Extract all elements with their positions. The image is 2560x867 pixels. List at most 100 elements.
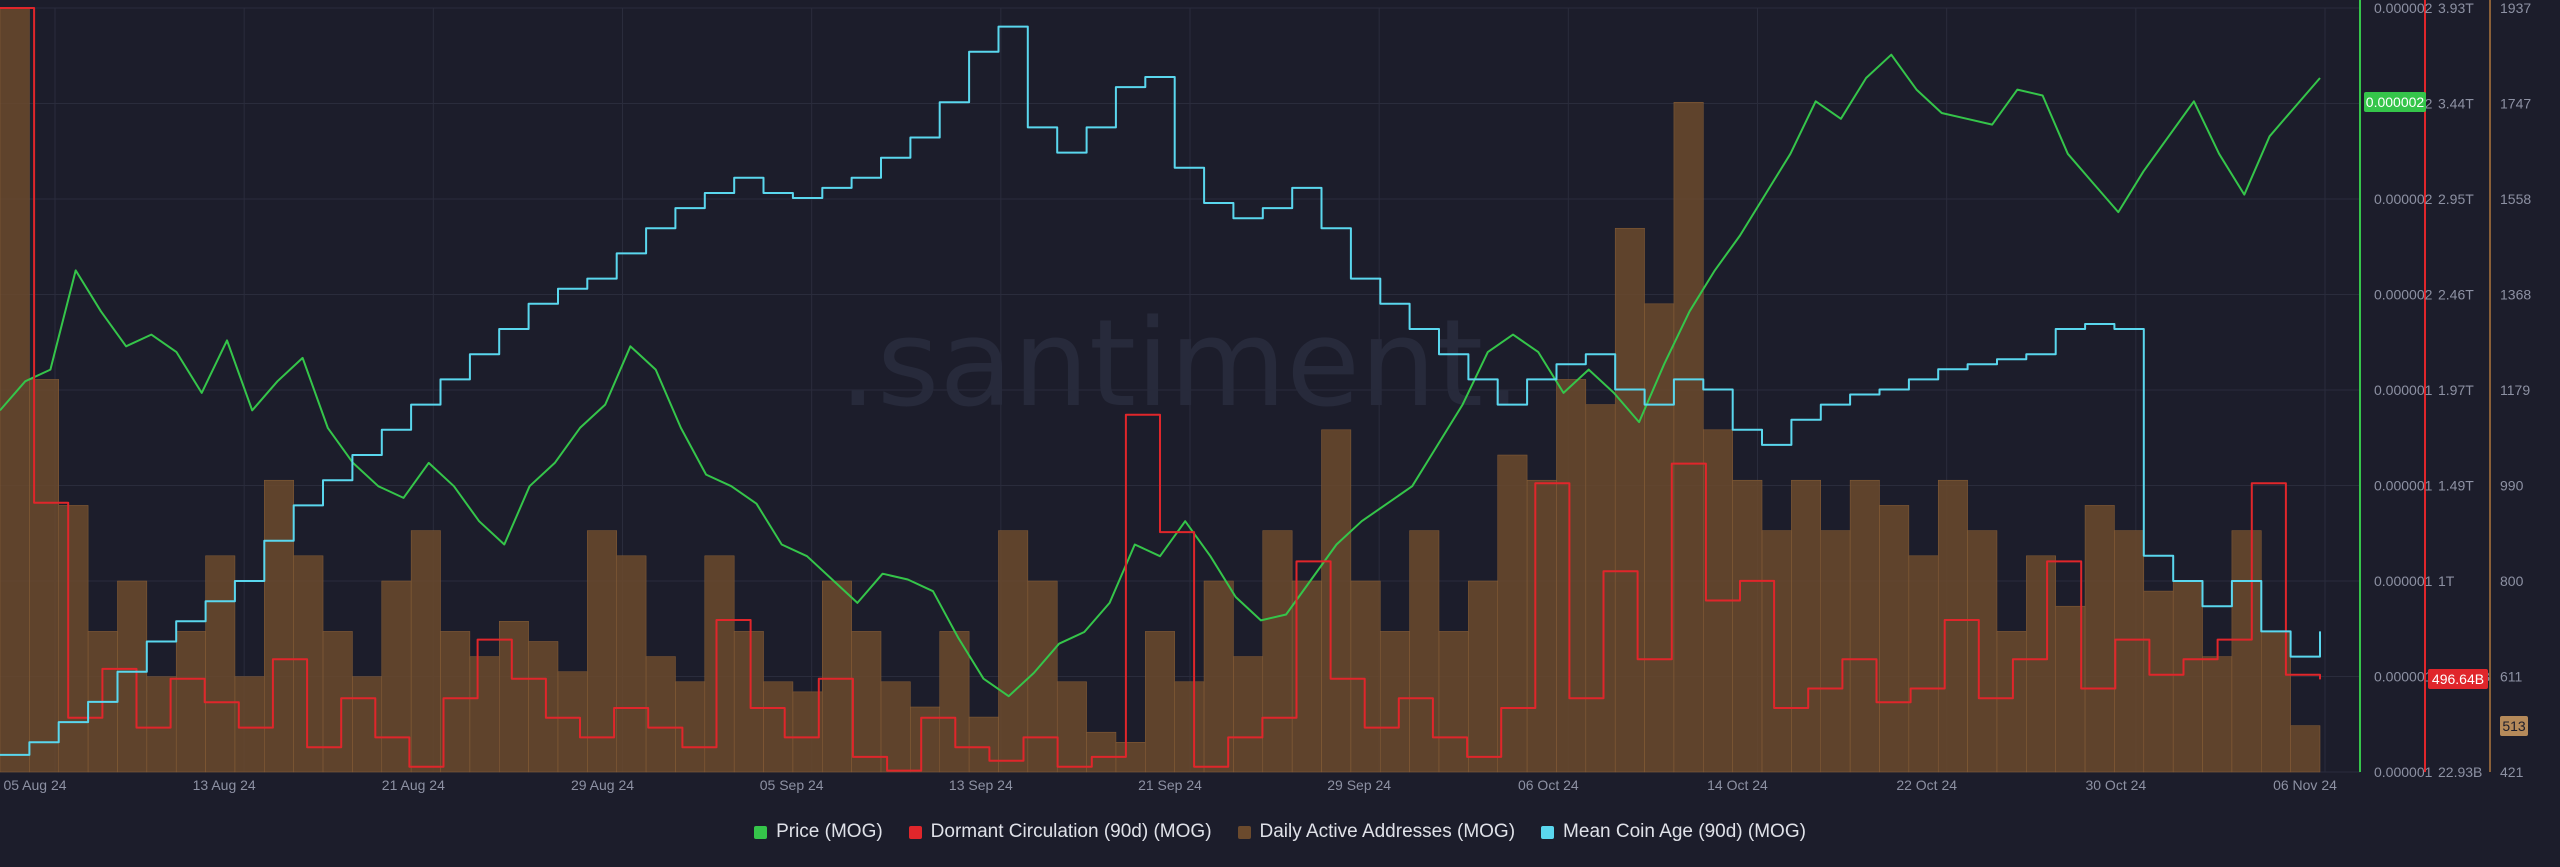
- daa-bar: [410, 530, 441, 773]
- daa-bar: [1174, 681, 1205, 773]
- daa-bar: [1673, 101, 1704, 773]
- x-tick-label: 13 Sep 24: [949, 777, 1013, 793]
- daa-bar: [2114, 530, 2145, 773]
- daa-tick-label: 421: [2500, 764, 2524, 780]
- daa-bar: [2231, 530, 2262, 773]
- daa-bar: [1585, 404, 1616, 773]
- daa-tick-label: 1558: [2500, 191, 2531, 207]
- price-tick-label: 0.000001: [2374, 764, 2433, 780]
- daa-bar: [1791, 479, 1822, 773]
- daa-tick-label: 990: [2500, 478, 2524, 494]
- legend-item[interactable]: Mean Coin Age (90d) (MOG): [1541, 821, 1806, 843]
- daa-bar: [469, 656, 500, 773]
- daa-bar: [1350, 580, 1381, 773]
- daa-bar: [1438, 631, 1469, 773]
- legend-item[interactable]: Daily Active Addresses (MOG): [1237, 821, 1516, 843]
- price-mog-line: [0, 53, 2321, 698]
- x-tick-label: 29 Sep 24: [1327, 777, 1391, 793]
- daa-bar: [58, 505, 89, 773]
- x-tick-label: 05 Aug 24: [3, 777, 66, 793]
- legend-label: Price (MOG): [776, 821, 883, 842]
- daa-bar: [2143, 590, 2174, 773]
- daa-bar: [1908, 555, 1939, 773]
- watermark: .santiment.: [839, 295, 1522, 434]
- dormant-tick-label: 1T: [2438, 573, 2455, 589]
- legend-item[interactable]: Price (MOG): [754, 821, 883, 843]
- x-tick-label: 22 Oct 24: [1896, 777, 1957, 793]
- daa-bar: [2055, 605, 2086, 773]
- daa-bar: [175, 631, 206, 773]
- daa-bar: [1497, 454, 1528, 773]
- daa-bar: [587, 530, 617, 773]
- legend-swatch: [754, 825, 768, 839]
- daa-bar: [264, 479, 294, 773]
- daa-bar: [1233, 656, 1264, 773]
- daa-tick-label: 1937: [2500, 0, 2531, 16]
- dormant-tick-label: 1.49T: [2438, 478, 2474, 494]
- price-current-marker: 0.000002: [2364, 92, 2426, 112]
- x-tick-label: 05 Sep 24: [760, 777, 824, 793]
- daa-bar: [1849, 479, 1880, 773]
- daa-bar: [939, 631, 970, 773]
- daa-bar: [1996, 631, 2027, 773]
- daa-bar: [1761, 530, 1792, 773]
- x-tick-label: 14 Oct 24: [1707, 777, 1768, 793]
- y-axes: 0.000002 0.000002 0.000002 0.000002 0.000001…: [2359, 0, 2531, 780]
- daa-bar: [910, 706, 940, 773]
- legend-label: Dormant Circulation (90d) (MOG): [930, 821, 1212, 842]
- x-tick-label: 06 Oct 24: [1518, 777, 1579, 793]
- daa-tick-label: 1368: [2500, 287, 2531, 303]
- daa-bar: [822, 580, 852, 773]
- legend-label: Mean Coin Age (90d) (MOG): [1563, 821, 1806, 842]
- price-tick-label: 0.000002: [2374, 287, 2433, 303]
- x-tick-label: 06 Nov 24: [2273, 777, 2337, 793]
- mean-coin-age-90d-mog-line: [0, 25, 2321, 756]
- daa-bar: [1937, 479, 1968, 773]
- daa-bar: [1614, 227, 1645, 773]
- daily-active-addresses-bars: [0, 7, 2321, 773]
- x-axis: 05 Aug 24 13 Aug 24 21 Aug 24 29 Aug 24 05 S…: [3, 777, 2337, 793]
- daa-bar: [1732, 479, 1763, 773]
- daa-bar: [322, 631, 353, 773]
- price-tick-label: 0.000002: [2374, 0, 2433, 16]
- price-tick-label: 0.000001: [2374, 669, 2433, 685]
- x-tick-label: 13 Aug 24: [193, 777, 256, 793]
- dormant-tick-label: 2.95T: [2438, 191, 2474, 207]
- daa-bar: [234, 676, 265, 773]
- legend-swatch: [908, 825, 922, 839]
- daa-bar: [117, 580, 148, 773]
- daa-bar: [1321, 429, 1352, 773]
- daa-bar: [2172, 580, 2203, 773]
- daa-bar: [2084, 505, 2115, 773]
- legend-label: Daily Active Addresses (MOG): [1259, 821, 1516, 842]
- daa-bar: [1145, 631, 1175, 773]
- legend-item[interactable]: Dormant Circulation (90d) (MOG): [908, 821, 1212, 843]
- daa-bar: [557, 671, 588, 773]
- dormant-tick-label: 3.44T: [2438, 96, 2474, 112]
- dormant-tick-label: 2.46T: [2438, 287, 2474, 303]
- daa-tick-label: 1747: [2500, 96, 2531, 112]
- price-tick-label: 0.000002: [2374, 191, 2433, 207]
- daa-tick-label: 800: [2500, 573, 2524, 589]
- series-lines: [0, 7, 2321, 772]
- dormant-tick-label: 3.93T: [2438, 0, 2474, 16]
- daa-bar: [146, 676, 177, 773]
- svg-text:496.64B: 496.64B: [2432, 671, 2484, 687]
- price-tick-label: 0.000001: [2374, 382, 2433, 398]
- daa-bar: [528, 641, 559, 773]
- daa-bar: [763, 681, 794, 773]
- price-tick-label: 0.000001: [2374, 478, 2433, 494]
- dormant-current-marker: 496.64B: [2428, 669, 2488, 689]
- daa-bar: [880, 681, 911, 773]
- x-tick-label: 29 Aug 24: [571, 777, 634, 793]
- daa-bar: [616, 555, 647, 773]
- x-tick-label: 21 Sep 24: [1138, 777, 1202, 793]
- legend: Price (MOG) Dormant Circulation (90d) (MO…: [0, 817, 2560, 847]
- daa-current-marker: 513: [2500, 716, 2528, 736]
- daa-bar: [851, 631, 882, 773]
- svg-text:0.000002: 0.000002: [2366, 94, 2425, 110]
- daa-bar: [352, 676, 383, 773]
- daa-bar: [2290, 725, 2321, 773]
- daa-bar: [498, 621, 529, 773]
